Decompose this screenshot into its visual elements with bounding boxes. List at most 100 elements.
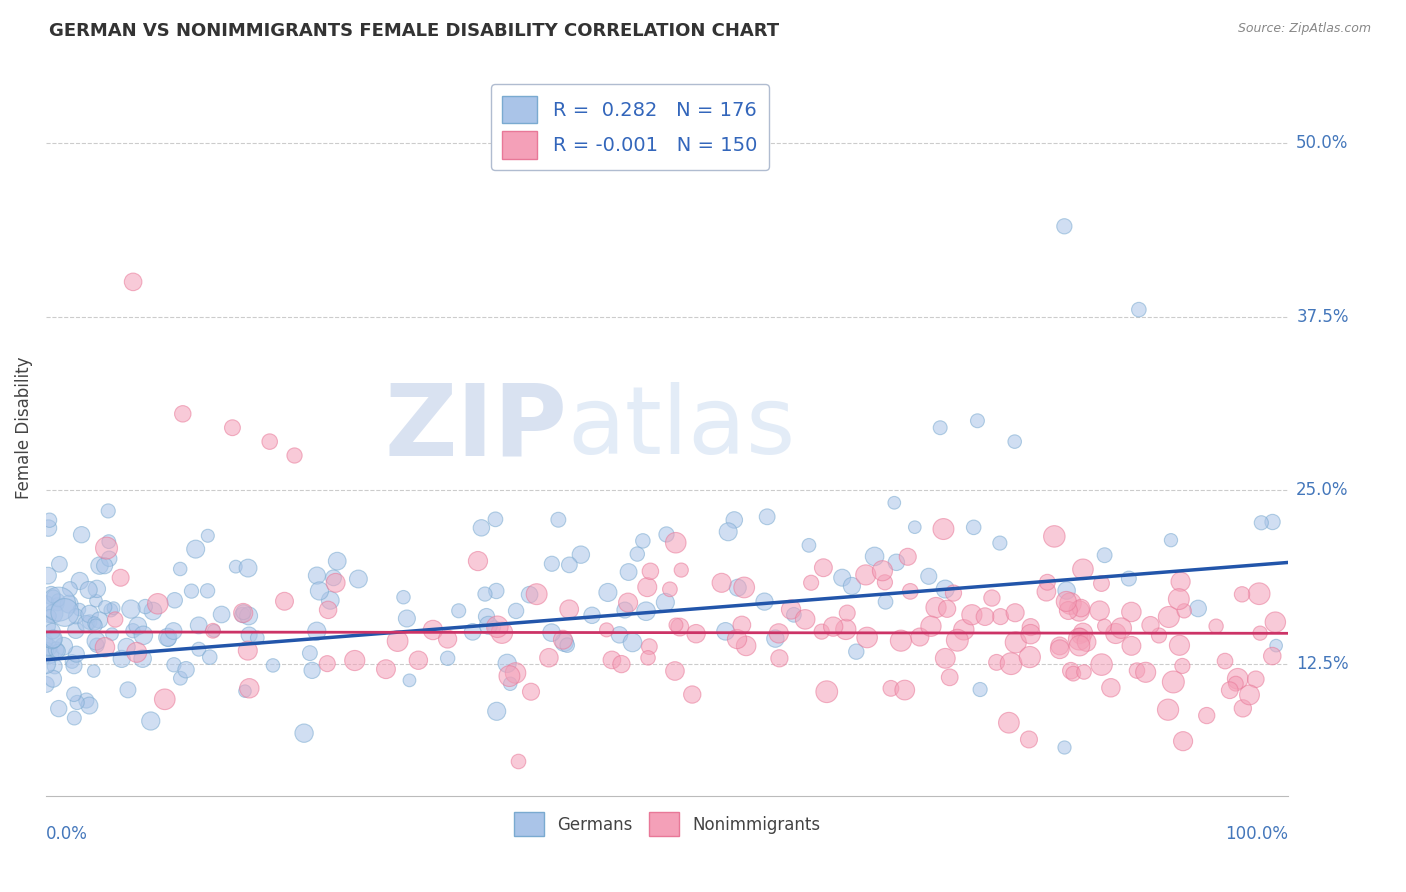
Point bbox=[292, 726, 315, 740]
Point bbox=[39, 589, 62, 603]
Point bbox=[474, 587, 496, 601]
Point bbox=[636, 580, 658, 594]
Point bbox=[1073, 665, 1095, 679]
Point bbox=[84, 634, 107, 648]
Point bbox=[38, 513, 60, 527]
Point bbox=[387, 634, 409, 648]
Point bbox=[794, 612, 817, 626]
Point bbox=[813, 560, 835, 574]
Point bbox=[485, 704, 508, 718]
Point bbox=[609, 628, 631, 642]
Point bbox=[569, 548, 592, 562]
Point bbox=[52, 639, 75, 653]
Point bbox=[681, 688, 703, 702]
Point bbox=[496, 657, 519, 671]
Point bbox=[519, 588, 541, 602]
Point bbox=[669, 620, 692, 634]
Point bbox=[35, 634, 58, 648]
Point bbox=[395, 611, 418, 625]
Point bbox=[1121, 605, 1143, 619]
Point bbox=[875, 595, 897, 609]
Point bbox=[763, 632, 786, 646]
Point bbox=[58, 597, 80, 611]
Text: 25.0%: 25.0% bbox=[1296, 482, 1348, 500]
Point bbox=[79, 698, 101, 713]
Point bbox=[665, 535, 688, 549]
Point bbox=[59, 582, 82, 596]
Point bbox=[117, 682, 139, 697]
Point bbox=[636, 604, 658, 618]
Point bbox=[1053, 740, 1076, 755]
Point bbox=[873, 575, 896, 590]
Point bbox=[163, 657, 186, 672]
Point bbox=[98, 551, 121, 566]
Point bbox=[797, 538, 820, 552]
Point bbox=[94, 600, 117, 615]
Point bbox=[131, 651, 153, 665]
Point bbox=[638, 640, 661, 654]
Point bbox=[93, 558, 115, 573]
Point bbox=[925, 600, 948, 615]
Point bbox=[938, 670, 960, 684]
Point bbox=[654, 595, 676, 609]
Point bbox=[221, 421, 243, 435]
Point bbox=[122, 624, 145, 638]
Legend: Germans, Nonimmigrants: Germans, Nonimmigrants bbox=[508, 805, 827, 843]
Point bbox=[101, 627, 124, 641]
Point bbox=[1171, 659, 1194, 673]
Point bbox=[1099, 681, 1122, 695]
Y-axis label: Female Disability: Female Disability bbox=[15, 357, 32, 499]
Point bbox=[236, 561, 259, 575]
Point bbox=[305, 568, 328, 582]
Point bbox=[831, 571, 853, 585]
Point bbox=[768, 651, 790, 665]
Point bbox=[581, 608, 603, 623]
Point bbox=[37, 521, 59, 535]
Point bbox=[197, 529, 219, 543]
Point bbox=[883, 496, 905, 510]
Point bbox=[558, 602, 581, 616]
Point bbox=[322, 571, 344, 585]
Point bbox=[936, 602, 959, 616]
Point bbox=[1160, 533, 1182, 548]
Point bbox=[685, 626, 707, 640]
Point bbox=[316, 603, 339, 617]
Point bbox=[41, 624, 63, 639]
Point bbox=[298, 646, 321, 660]
Point bbox=[38, 648, 60, 662]
Point bbox=[969, 682, 991, 697]
Point bbox=[1000, 657, 1022, 671]
Point bbox=[963, 520, 986, 534]
Text: 12.5%: 12.5% bbox=[1296, 655, 1348, 673]
Point bbox=[1213, 654, 1236, 668]
Point bbox=[920, 619, 942, 633]
Point bbox=[558, 558, 581, 572]
Point bbox=[733, 581, 755, 595]
Point bbox=[69, 602, 91, 616]
Point bbox=[1261, 515, 1284, 529]
Point bbox=[225, 559, 247, 574]
Point bbox=[1004, 635, 1026, 649]
Point bbox=[555, 638, 578, 652]
Point bbox=[38, 609, 60, 624]
Point bbox=[845, 645, 868, 659]
Point bbox=[238, 608, 260, 623]
Point bbox=[86, 582, 108, 596]
Point bbox=[626, 547, 648, 561]
Point bbox=[142, 604, 165, 618]
Text: 50.0%: 50.0% bbox=[1296, 134, 1348, 152]
Point bbox=[169, 671, 191, 685]
Point bbox=[436, 651, 458, 665]
Point bbox=[1250, 516, 1272, 530]
Point bbox=[79, 607, 101, 621]
Point bbox=[103, 601, 125, 615]
Point bbox=[35, 657, 58, 672]
Point bbox=[810, 624, 832, 639]
Point bbox=[1070, 601, 1092, 615]
Point bbox=[75, 616, 97, 631]
Point bbox=[42, 632, 65, 646]
Point bbox=[436, 632, 458, 646]
Point bbox=[41, 632, 63, 647]
Point bbox=[932, 522, 955, 536]
Point bbox=[1018, 650, 1040, 665]
